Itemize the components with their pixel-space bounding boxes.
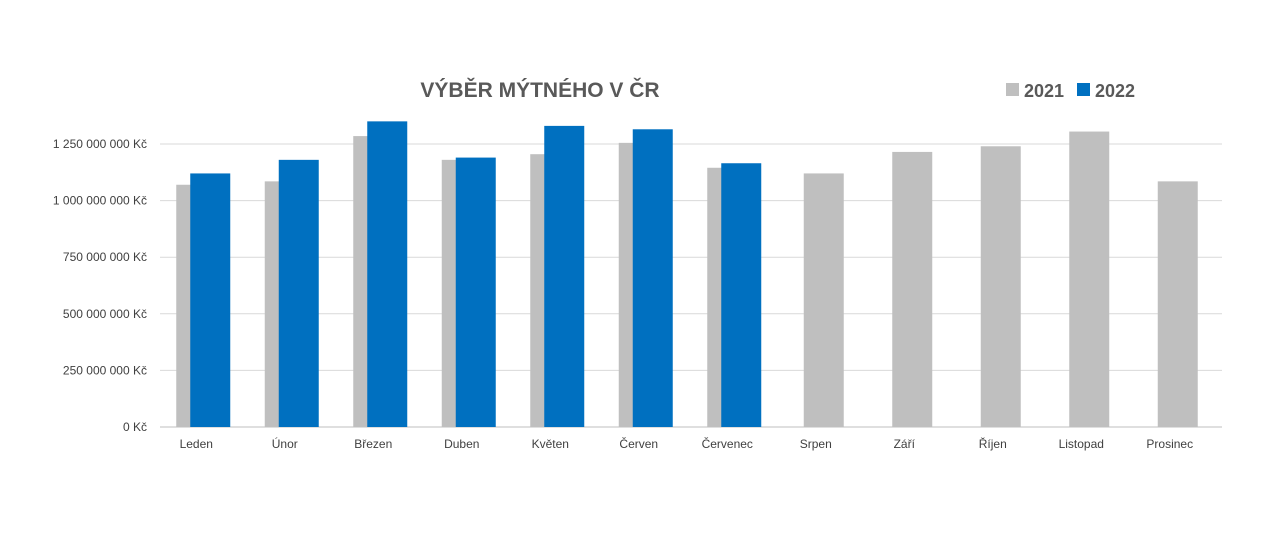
bar-2021-Srpen bbox=[803, 173, 844, 427]
x-category-label: Květen bbox=[532, 437, 569, 451]
x-category-label: Březen bbox=[354, 437, 392, 451]
chart-title: VÝBĚR MÝTNÉHO V ČR bbox=[420, 78, 659, 102]
bar-2022-Květen bbox=[544, 125, 585, 427]
bars bbox=[176, 121, 1198, 428]
x-category-label: Únor bbox=[272, 436, 298, 451]
x-category-label: Listopad bbox=[1059, 437, 1104, 451]
y-tick-label: 250 000 000 Kč bbox=[63, 363, 147, 377]
y-tick-label: 500 000 000 Kč bbox=[63, 307, 147, 321]
bar-2022-Červen bbox=[632, 129, 673, 427]
bar-2022-Duben bbox=[455, 157, 496, 428]
bar-2022-Březen bbox=[367, 121, 408, 428]
x-category-label: Leden bbox=[180, 437, 213, 451]
bar-2021-Listopad bbox=[1069, 131, 1110, 427]
legend-label: 2022 bbox=[1095, 81, 1135, 101]
y-tick-label: 0 Kč bbox=[123, 420, 147, 434]
legend: 2021 2022 bbox=[1006, 81, 1135, 101]
legend-swatch-2021 bbox=[1006, 83, 1019, 96]
y-tick-label: 1 000 000 000 Kč bbox=[53, 194, 147, 208]
y-tick-label: 750 000 000 Kč bbox=[63, 250, 147, 264]
x-category-label: Září bbox=[894, 437, 916, 451]
y-tick-label: 1 250 000 000 Kč bbox=[53, 137, 147, 151]
x-category-label: Prosinec bbox=[1146, 437, 1193, 451]
x-category-label: Říjen bbox=[979, 436, 1007, 451]
x-category-label: Červen bbox=[619, 436, 658, 451]
x-axis-categories: Leden Únor Březen Duben Květen Červen Červenec… bbox=[180, 436, 1194, 451]
x-category-label: Červenec bbox=[702, 436, 753, 451]
bar-2022-Únor bbox=[278, 159, 319, 427]
x-category-label: Srpen bbox=[800, 437, 832, 451]
bar-2021-Prosinec bbox=[1157, 181, 1198, 427]
bar-2022-Červenec bbox=[721, 163, 762, 427]
legend-swatch-2022 bbox=[1077, 83, 1090, 96]
bar-2021-Říjen bbox=[980, 146, 1021, 427]
bar-2021-Září bbox=[892, 151, 933, 427]
y-axis-ticks: 0 Kč 250 000 000 Kč 500 000 000 Kč 750 000 … bbox=[53, 137, 147, 434]
bar-2022-Leden bbox=[190, 173, 231, 427]
gridlines bbox=[160, 143, 1222, 428]
legend-label: 2021 bbox=[1024, 81, 1064, 101]
x-category-label: Duben bbox=[444, 437, 479, 451]
